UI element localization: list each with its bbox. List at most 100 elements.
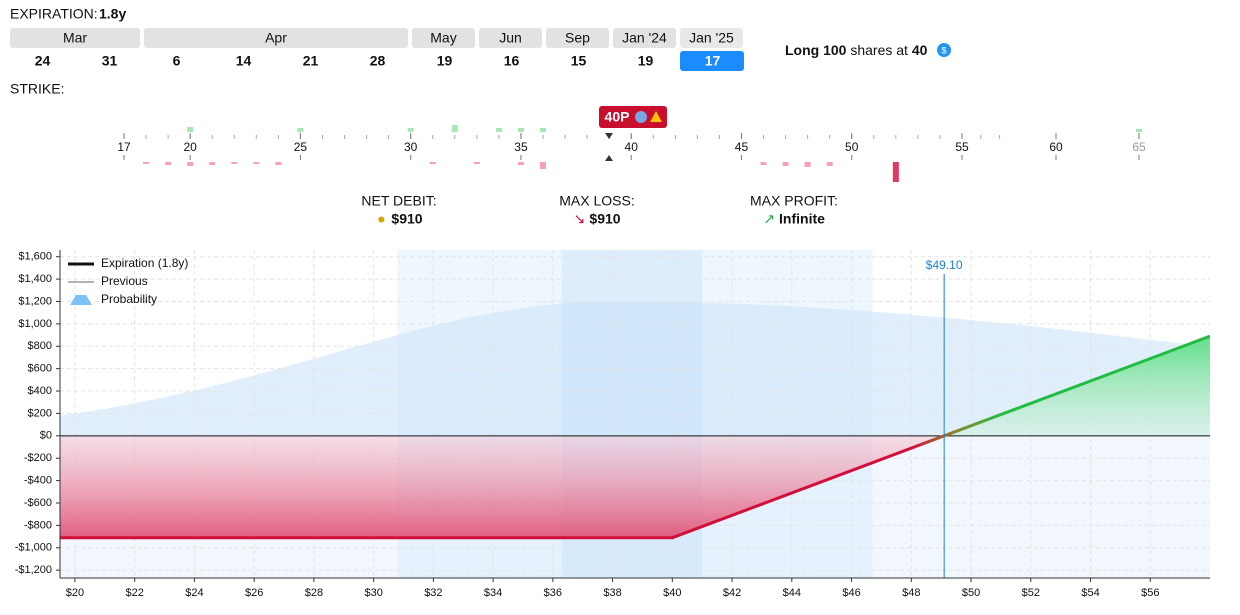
plot-area (60, 250, 1210, 578)
strike-tick-label[interactable]: 65 (1132, 140, 1146, 154)
y-tick-label: $800 (28, 340, 52, 352)
position-part: shares at (850, 42, 908, 58)
x-tick-label: $50 (962, 587, 980, 599)
legend: Expiration (1.8y) Previous Probability (68, 256, 188, 306)
month-label[interactable]: Jun (499, 30, 522, 46)
strike-tick-label[interactable]: 55 (955, 140, 969, 154)
put-interest (826, 162, 833, 166)
date-label[interactable]: 17 (705, 53, 721, 69)
date-label[interactable]: 24 (35, 53, 51, 69)
price-marker-label: $49.10 (926, 258, 963, 272)
x-tick-label: $42 (723, 587, 741, 599)
date-label[interactable]: 6 (173, 53, 181, 69)
month-tab[interactable] (412, 28, 475, 48)
month-label[interactable]: Jan '24 (622, 30, 667, 46)
call-interest (297, 128, 304, 132)
strike-tick-label[interactable]: 35 (514, 140, 528, 154)
x-tick-label: $48 (902, 587, 920, 599)
strike-pointer-top (605, 133, 613, 139)
stat-label: NET DEBIT: (361, 193, 436, 209)
stat-icon: ↘ (574, 211, 586, 227)
month-label[interactable]: Jan '25 (689, 30, 734, 46)
call-interest (187, 127, 194, 132)
call-interest (407, 128, 414, 132)
date-label[interactable]: 19 (638, 53, 654, 69)
date-label[interactable]: 31 (102, 53, 118, 69)
strike-tick-label[interactable]: 17 (117, 140, 131, 154)
call-interest (451, 125, 458, 132)
month-tab[interactable] (546, 28, 609, 48)
month-label[interactable]: May (430, 30, 456, 46)
strike-tick-label[interactable]: 45 (735, 140, 749, 154)
loss-area (60, 435, 945, 538)
put-interest (517, 162, 524, 165)
put-interest (253, 162, 260, 164)
y-tick-label: -$200 (24, 452, 52, 464)
legend-swatch (70, 295, 92, 305)
position-part: Long (785, 42, 819, 58)
strike-tick-label[interactable]: 20 (183, 140, 197, 154)
selected-strike[interactable]: 40P (599, 106, 667, 161)
x-tick-label: $34 (484, 587, 502, 599)
month-label[interactable]: Mar (63, 30, 87, 46)
stat-value: $910 (589, 211, 620, 227)
x-tick-label: $32 (424, 587, 442, 599)
badge-coin (635, 111, 647, 123)
date-label[interactable]: 14 (236, 53, 252, 69)
date-selected[interactable] (680, 51, 744, 71)
put-interest (760, 162, 767, 165)
month-label[interactable]: Sep (565, 30, 590, 46)
x-tick-label: $56 (1141, 587, 1159, 599)
strike-tick-label[interactable]: 30 (404, 140, 418, 154)
put-interest (473, 162, 480, 164)
y-tick-label: $0 (40, 430, 52, 442)
call-interest (540, 128, 546, 132)
strike-tick-label[interactable]: 60 (1049, 140, 1063, 154)
payoff-line (60, 334, 1210, 540)
position-summary: Long 100 shares at 40 $ (785, 42, 951, 58)
date-label[interactable]: 28 (370, 53, 386, 69)
x-tick-label: $28 (305, 587, 323, 599)
month-tab[interactable] (144, 28, 408, 48)
put-interest (782, 162, 789, 166)
put-interest (804, 162, 811, 167)
y-tick-label: -$1,000 (15, 542, 52, 554)
call-interest (495, 128, 502, 132)
put-interest (540, 162, 546, 169)
month-tab[interactable] (680, 28, 743, 48)
strike-tick-label[interactable]: 50 (845, 140, 859, 154)
date-label[interactable]: 21 (303, 53, 319, 69)
y-tick-label: $1,400 (18, 273, 52, 285)
x-tick-label: $54 (1081, 587, 1099, 599)
strike-badge-label[interactable]: 40P (605, 109, 630, 125)
y-tick-label: $400 (28, 385, 52, 397)
x-tick-label: $26 (245, 587, 263, 599)
expiration-label: EXPIRATION: (10, 6, 98, 22)
month-tab[interactable] (10, 28, 140, 48)
x-tick-label: $24 (185, 587, 203, 599)
y-tick-label: $200 (28, 407, 52, 419)
legend-label: Probability (101, 292, 157, 306)
month-label[interactable]: Apr (265, 30, 287, 46)
y-tick-label: $1,600 (18, 251, 52, 263)
x-tick-label: $40 (663, 587, 681, 599)
stat-value: $910 (391, 211, 422, 227)
month-tab[interactable] (479, 28, 542, 48)
strike-tick-label[interactable]: 25 (294, 140, 308, 154)
x-tick-label: $44 (783, 587, 801, 599)
strike-tick-label[interactable]: 40 (625, 140, 639, 154)
month-tab[interactable] (613, 28, 676, 48)
strike-badge[interactable] (599, 106, 667, 128)
badge-warning (650, 111, 662, 122)
date-label[interactable]: 15 (571, 53, 587, 69)
date-label[interactable]: 16 (504, 53, 520, 69)
date-label[interactable]: 19 (437, 53, 453, 69)
x-tick-label: $52 (1022, 587, 1040, 599)
put-interest (429, 162, 436, 164)
call-interest (1136, 129, 1142, 132)
position-part: 100 (823, 42, 847, 58)
put-interest (187, 162, 194, 166)
legend-label: Previous (101, 274, 148, 288)
coin-icon (937, 43, 951, 57)
